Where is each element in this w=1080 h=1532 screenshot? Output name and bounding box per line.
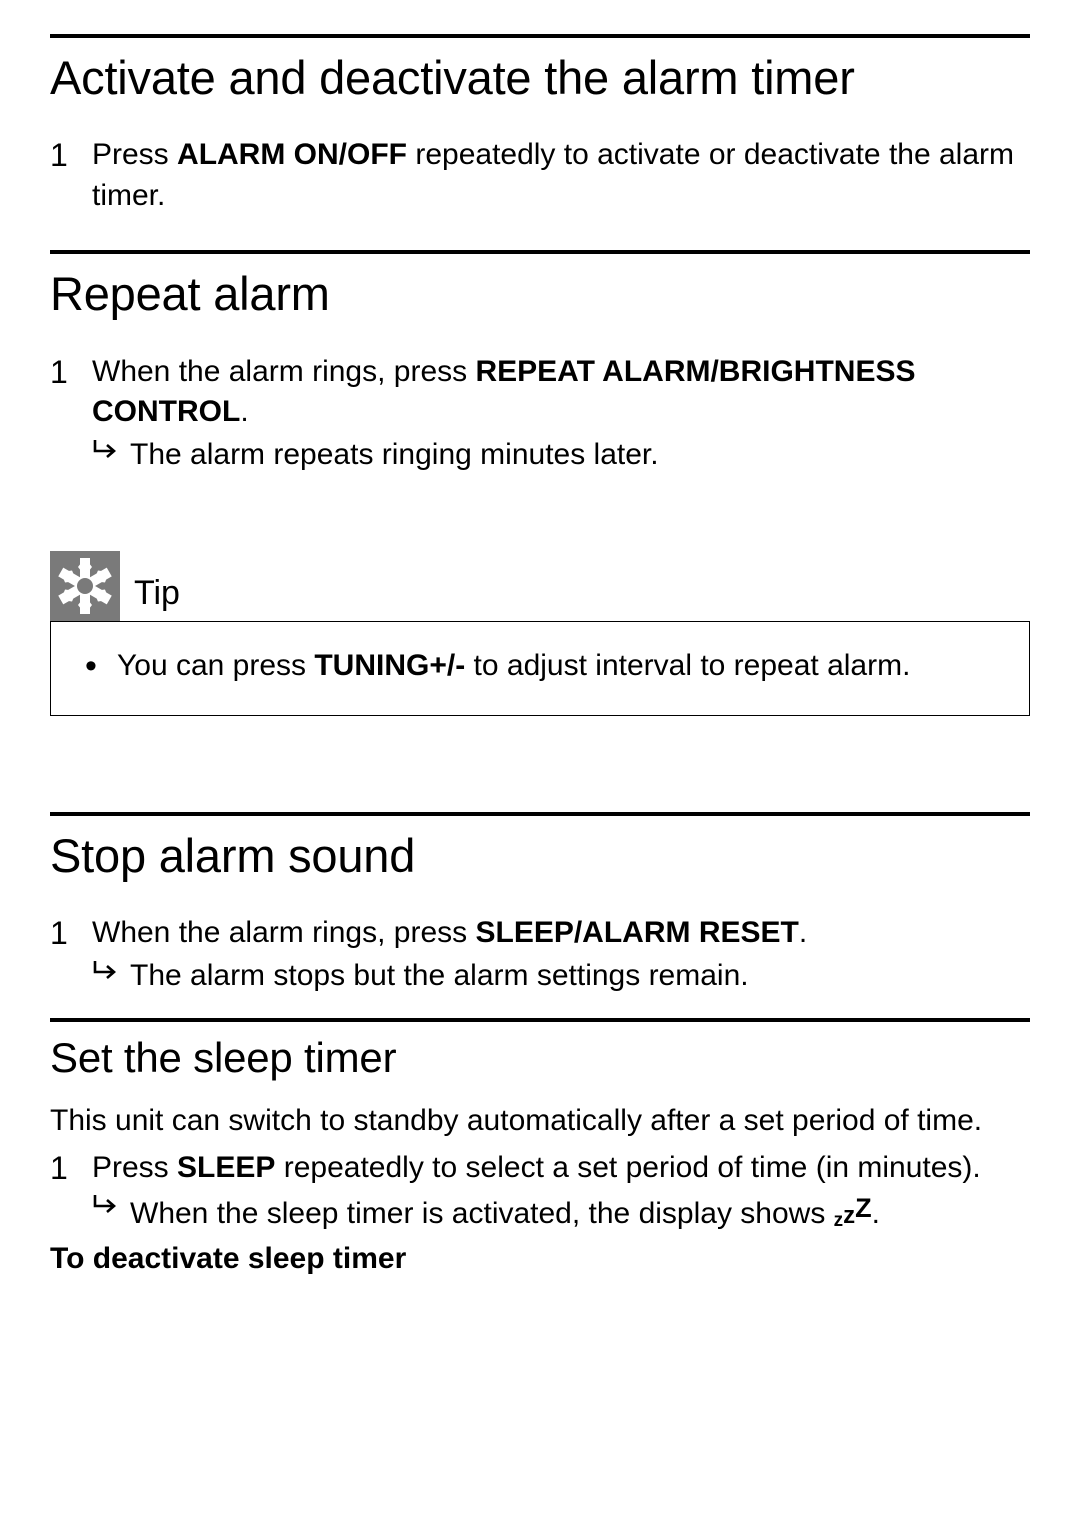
result-arrow-icon — [92, 956, 130, 984]
step-repeat-1: 1 When the alarm rings, press REPEAT ALA… — [50, 352, 1030, 476]
step-number: 1 — [50, 1148, 92, 1188]
text: Press — [92, 138, 177, 171]
intro-text: This unit can switch to standby automati… — [50, 1101, 1030, 1142]
heading-activate: Activate and deactivate the alarm timer — [50, 46, 1030, 109]
result-line: When the sleep timer is activated, the d… — [92, 1190, 1030, 1235]
result-text: When the sleep timer is activated, the d… — [130, 1190, 880, 1235]
text: When the alarm rings, press — [92, 916, 475, 949]
tip-header: Tip — [50, 551, 1030, 621]
asterisk-icon — [50, 551, 120, 621]
step-number: 1 — [50, 913, 92, 953]
text-bold: ALARM ON/OFF — [177, 138, 407, 171]
heading-sleep: Set the sleep timer — [50, 1030, 1030, 1087]
section-rule — [50, 250, 1030, 254]
section-rule — [50, 1018, 1030, 1022]
step-text: When the alarm rings, press REPEAT ALARM… — [92, 352, 1030, 476]
text: repeatedly to select a set period of tim… — [275, 1151, 980, 1184]
text: Press — [92, 1151, 177, 1184]
result-line: The alarm repeats ringing minutes later. — [92, 435, 1030, 476]
result-arrow-icon — [92, 435, 130, 463]
deactivate-heading: To deactivate sleep timer — [50, 1239, 1030, 1280]
text: to adjust interval to repeat alarm. — [465, 649, 910, 682]
text: You can press — [117, 649, 314, 682]
heading-repeat: Repeat alarm — [50, 262, 1030, 325]
text-bold: SLEEP/ALARM RESET — [475, 916, 798, 949]
text: . — [799, 916, 807, 949]
tip-item: You can press TUNING+/- to adjust interv… — [83, 646, 1003, 687]
tip-block: Tip You can press TUNING+/- to adjust in… — [50, 551, 1030, 716]
step-sleep-1: 1 Press SLEEP repeatedly to select a set… — [50, 1148, 1030, 1235]
heading-stop: Stop alarm sound — [50, 824, 1030, 887]
step-text: When the alarm rings, press SLEEP/ALARM … — [92, 913, 1030, 996]
text: When the sleep timer is activated, the d… — [130, 1197, 834, 1230]
text: . — [240, 395, 248, 428]
tip-body: You can press TUNING+/- to adjust interv… — [50, 621, 1030, 716]
zz-icon: zzZ — [834, 1197, 872, 1230]
text: . — [872, 1197, 880, 1230]
step-number: 1 — [50, 352, 92, 392]
text-bold: SLEEP — [177, 1151, 275, 1184]
result-text: The alarm stops but the alarm settings r… — [130, 956, 749, 997]
step-number: 1 — [50, 135, 92, 175]
text-bold: TUNING+/- — [314, 649, 465, 682]
text: When the alarm rings, press — [92, 355, 475, 388]
result-line: The alarm stops but the alarm settings r… — [92, 956, 1030, 997]
result-text: The alarm repeats ringing minutes later. — [130, 435, 659, 476]
step-text: Press ALARM ON/OFF repeatedly to activat… — [92, 135, 1030, 216]
section-rule — [50, 812, 1030, 816]
step-stop-1: 1 When the alarm rings, press SLEEP/ALAR… — [50, 913, 1030, 996]
result-arrow-icon — [92, 1190, 130, 1218]
step-activate-1: 1 Press ALARM ON/OFF repeatedly to activ… — [50, 135, 1030, 216]
tip-label: Tip — [120, 571, 180, 621]
step-text: Press SLEEP repeatedly to select a set p… — [92, 1148, 1030, 1235]
section-rule — [50, 34, 1030, 38]
